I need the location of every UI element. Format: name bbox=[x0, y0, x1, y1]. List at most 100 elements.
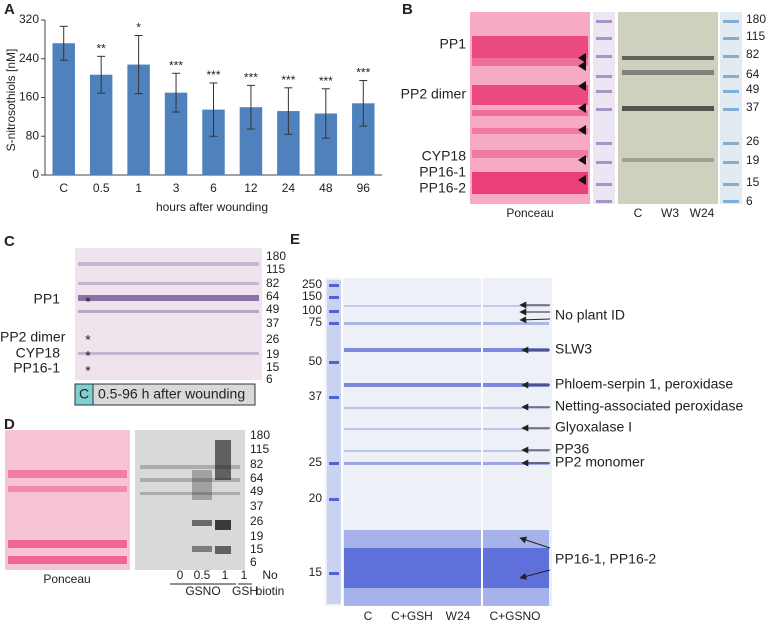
marker-size: 26 bbox=[250, 514, 264, 528]
y-tick-label: 80 bbox=[26, 128, 40, 142]
band-label: PP2 monomer bbox=[555, 454, 645, 470]
marker-size: 37 bbox=[266, 316, 280, 330]
lane-label: No bbox=[262, 568, 278, 582]
marker-size: 26 bbox=[746, 134, 760, 148]
protein-label: PP16-1 bbox=[419, 164, 466, 180]
gel-region bbox=[215, 440, 231, 480]
significance: *** bbox=[169, 58, 183, 72]
bar bbox=[52, 43, 75, 175]
marker-size: 115 bbox=[266, 262, 285, 276]
gel-region bbox=[472, 110, 588, 116]
gel-region bbox=[8, 486, 127, 492]
lane-label: 1 bbox=[241, 568, 248, 582]
band-label: Phloem-serpin 1, peroxidase bbox=[555, 376, 733, 392]
marker-size: 19 bbox=[746, 153, 760, 167]
control-label: C bbox=[79, 386, 89, 402]
marker-size: 26 bbox=[266, 332, 280, 346]
gel-region bbox=[329, 284, 339, 287]
marker-size: 64 bbox=[746, 67, 760, 81]
gel-region bbox=[723, 200, 739, 203]
gel-region bbox=[5, 430, 130, 570]
bar bbox=[89, 74, 113, 175]
gel-region bbox=[472, 36, 588, 58]
asterisk: * bbox=[85, 348, 91, 364]
marker-size: 6 bbox=[266, 372, 273, 386]
gel-region bbox=[472, 58, 588, 66]
x-axis-label: hours after wounding bbox=[156, 200, 268, 214]
gel-region bbox=[329, 310, 339, 313]
protein-label: PP16-2 bbox=[419, 180, 466, 196]
asterisk: * bbox=[85, 294, 91, 310]
marker-size: 115 bbox=[746, 29, 765, 43]
gel-region bbox=[596, 200, 612, 203]
protein-label: PP16-1 bbox=[13, 360, 60, 376]
gel-region bbox=[344, 305, 549, 307]
gel-region bbox=[327, 280, 341, 604]
image-label: Ponceau bbox=[43, 572, 90, 586]
marker-size: 19 bbox=[250, 529, 264, 543]
marker-size: 37 bbox=[309, 389, 323, 403]
marker-size: 50 bbox=[309, 354, 323, 368]
gel-region bbox=[723, 75, 739, 78]
gel-region bbox=[472, 172, 588, 194]
gel-region bbox=[596, 161, 612, 164]
bar bbox=[202, 109, 225, 175]
panel-letter: D bbox=[4, 416, 15, 433]
marker-size: 180 bbox=[266, 249, 286, 263]
gel-region bbox=[75, 248, 262, 380]
gel-region bbox=[596, 75, 612, 78]
gel-region bbox=[140, 465, 240, 469]
significance: *** bbox=[244, 71, 258, 85]
gel-region bbox=[215, 546, 231, 554]
panel-letter: E bbox=[290, 231, 300, 248]
lane-label: 1 bbox=[222, 568, 229, 582]
marker-size: 19 bbox=[266, 347, 280, 361]
marker-size: 100 bbox=[302, 303, 322, 317]
gel-region bbox=[723, 161, 739, 164]
gel-region bbox=[596, 142, 612, 145]
gel-region bbox=[723, 90, 739, 93]
gel-region bbox=[8, 556, 127, 564]
marker-size: 15 bbox=[266, 360, 280, 374]
marker-size: 82 bbox=[250, 457, 264, 471]
significance: ** bbox=[96, 42, 106, 56]
arrow bbox=[519, 536, 551, 549]
gel-region bbox=[329, 396, 339, 399]
marker-size: 75 bbox=[309, 315, 323, 329]
marker-size: 250 bbox=[302, 277, 322, 291]
x-tick-label: 96 bbox=[357, 181, 371, 195]
gel-region bbox=[78, 282, 259, 285]
arrowhead bbox=[578, 53, 586, 63]
gel-region bbox=[723, 142, 739, 145]
x-tick-label: 0.5 bbox=[93, 181, 110, 195]
gel-region bbox=[344, 548, 549, 588]
gel-region bbox=[192, 520, 212, 526]
gel-region bbox=[329, 361, 339, 364]
marker-size: 64 bbox=[250, 471, 264, 485]
arrowhead bbox=[578, 81, 586, 91]
gel-region bbox=[344, 450, 549, 452]
bar bbox=[352, 103, 375, 175]
y-tick-label: 0 bbox=[32, 167, 39, 181]
protein-label: CYP18 bbox=[16, 345, 61, 361]
group-label: GSNO bbox=[185, 584, 220, 598]
gel-region bbox=[140, 478, 240, 482]
band-label: PP16-1, PP16-2 bbox=[555, 551, 656, 567]
range-box bbox=[92, 383, 256, 406]
marker-size: 20 bbox=[309, 491, 323, 505]
x-tick-label: C bbox=[59, 181, 68, 195]
arrowhead bbox=[578, 125, 586, 135]
gel-region bbox=[596, 183, 612, 186]
arrow bbox=[519, 569, 551, 580]
gel-region bbox=[596, 108, 612, 111]
lane-label: W24 bbox=[690, 206, 715, 220]
y-tick-label: 240 bbox=[19, 51, 39, 65]
gel-region bbox=[622, 106, 714, 111]
arrowhead bbox=[578, 61, 586, 71]
bar bbox=[239, 107, 263, 175]
arrowhead bbox=[578, 155, 586, 165]
lane-label: 0.5 bbox=[194, 568, 211, 582]
gel-region bbox=[596, 55, 612, 58]
lane-label: C+GSH bbox=[391, 609, 433, 623]
